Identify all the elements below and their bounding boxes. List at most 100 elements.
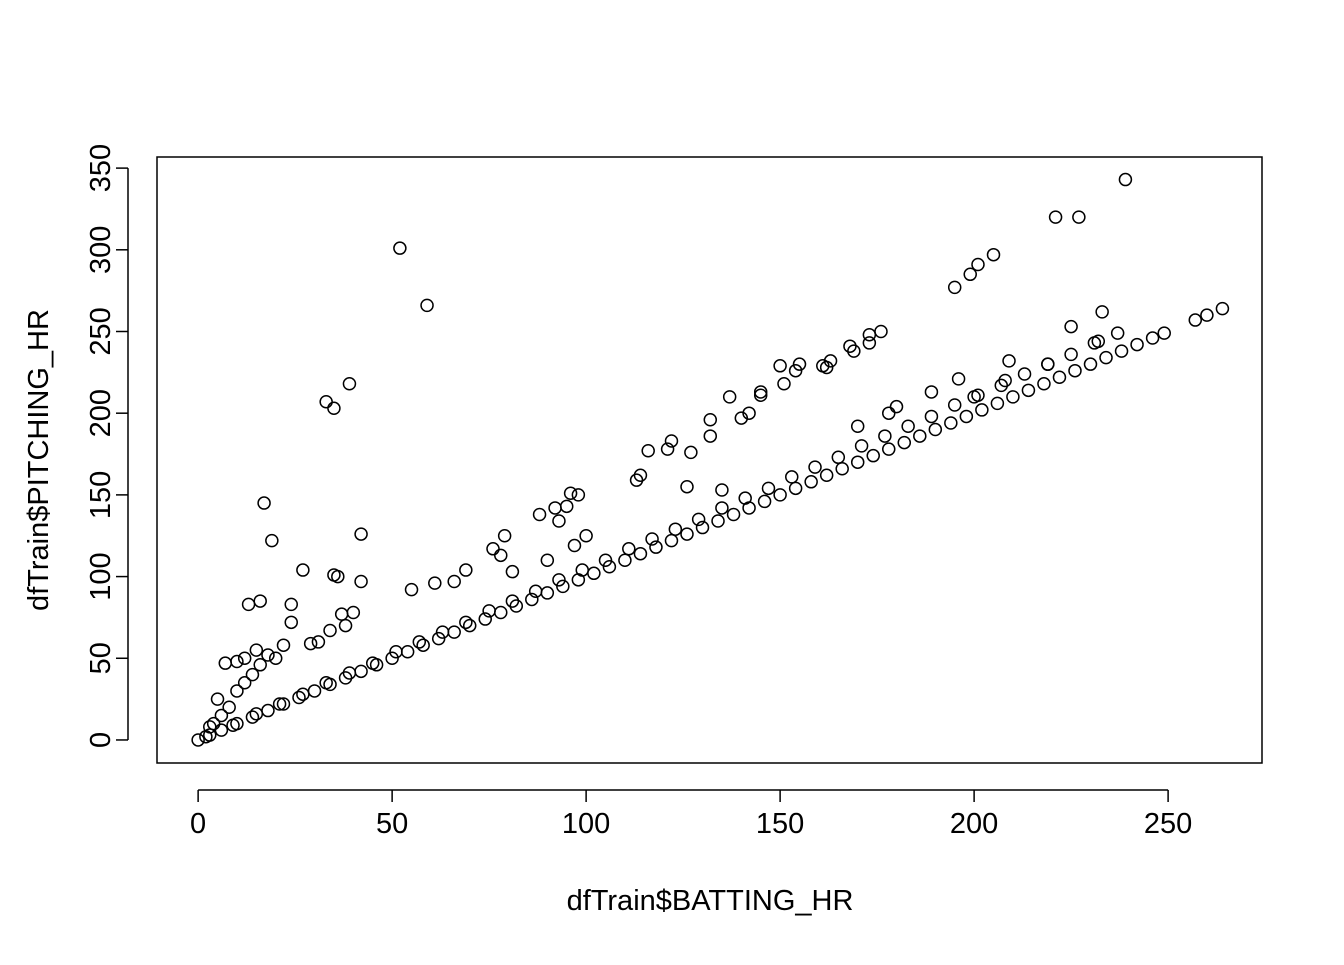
point bbox=[1021, 383, 1036, 398]
point bbox=[691, 512, 706, 527]
point bbox=[528, 584, 543, 599]
point bbox=[230, 654, 244, 669]
point bbox=[482, 604, 496, 618]
point bbox=[505, 564, 520, 579]
point bbox=[400, 644, 415, 659]
point bbox=[695, 520, 710, 535]
point bbox=[342, 666, 357, 680]
y-tick-label: 50 bbox=[85, 642, 117, 674]
point bbox=[629, 473, 644, 487]
x-tick-label: 0 bbox=[190, 808, 206, 840]
point bbox=[276, 697, 291, 711]
x-tick-label: 200 bbox=[950, 808, 998, 840]
point bbox=[959, 409, 974, 424]
point bbox=[928, 422, 943, 437]
point bbox=[210, 692, 225, 706]
point bbox=[715, 501, 729, 515]
point bbox=[901, 419, 915, 434]
point bbox=[311, 635, 326, 649]
point bbox=[486, 542, 500, 556]
point bbox=[1200, 308, 1214, 322]
point bbox=[924, 385, 939, 399]
y-tick-label: 300 bbox=[85, 226, 117, 274]
point bbox=[276, 638, 291, 652]
point bbox=[1017, 367, 1032, 381]
point bbox=[660, 442, 675, 456]
point bbox=[1052, 370, 1067, 384]
point bbox=[788, 363, 803, 378]
point bbox=[913, 429, 927, 443]
point bbox=[862, 336, 877, 350]
point bbox=[447, 574, 461, 589]
point bbox=[214, 708, 229, 723]
point bbox=[994, 378, 1009, 393]
point bbox=[532, 507, 547, 522]
point bbox=[773, 488, 787, 502]
point bbox=[850, 455, 865, 469]
point bbox=[804, 475, 818, 489]
point bbox=[1068, 363, 1082, 378]
point bbox=[850, 419, 865, 434]
point bbox=[327, 568, 341, 582]
point bbox=[365, 656, 380, 670]
point bbox=[338, 618, 353, 633]
point bbox=[618, 553, 632, 567]
point bbox=[734, 411, 749, 425]
point bbox=[1157, 326, 1171, 340]
point bbox=[428, 576, 442, 590]
point bbox=[792, 357, 807, 371]
point bbox=[307, 684, 322, 698]
point bbox=[393, 241, 407, 255]
point bbox=[680, 479, 694, 494]
x-tick-label: 50 bbox=[376, 808, 408, 840]
y-tick-label: 0 bbox=[85, 732, 117, 748]
point bbox=[292, 690, 306, 705]
point bbox=[703, 429, 718, 443]
point bbox=[1064, 319, 1078, 334]
point bbox=[420, 298, 434, 313]
point bbox=[1114, 344, 1129, 358]
point bbox=[296, 563, 310, 577]
point bbox=[1083, 357, 1098, 371]
point bbox=[773, 359, 787, 373]
point bbox=[722, 390, 737, 404]
point bbox=[835, 461, 849, 476]
point bbox=[847, 344, 861, 358]
point bbox=[404, 582, 419, 597]
point bbox=[947, 280, 962, 295]
point bbox=[598, 553, 613, 567]
point bbox=[664, 434, 679, 448]
point bbox=[645, 532, 659, 546]
point bbox=[831, 450, 846, 465]
point bbox=[889, 399, 904, 414]
point bbox=[1188, 313, 1203, 327]
point bbox=[462, 618, 477, 633]
x-tick-label: 150 bbox=[756, 808, 804, 840]
point bbox=[1099, 350, 1113, 365]
point bbox=[963, 267, 977, 282]
point bbox=[777, 377, 791, 391]
point bbox=[284, 615, 298, 630]
point bbox=[823, 354, 838, 368]
y-axis-label: dfTrain$PITCHING_HR bbox=[23, 309, 55, 611]
point bbox=[416, 638, 430, 652]
point bbox=[253, 594, 267, 608]
point bbox=[761, 481, 776, 496]
point bbox=[505, 594, 520, 608]
point bbox=[556, 579, 570, 594]
point bbox=[431, 631, 446, 646]
point bbox=[385, 651, 399, 666]
point bbox=[567, 538, 582, 553]
point bbox=[296, 687, 310, 701]
point bbox=[203, 728, 217, 742]
point bbox=[1064, 347, 1078, 362]
point bbox=[738, 491, 752, 505]
point bbox=[975, 403, 989, 417]
point bbox=[447, 625, 461, 639]
point bbox=[354, 664, 368, 679]
point bbox=[575, 563, 589, 577]
point bbox=[552, 514, 566, 528]
point bbox=[854, 439, 869, 453]
point bbox=[587, 566, 601, 581]
point bbox=[249, 707, 264, 721]
